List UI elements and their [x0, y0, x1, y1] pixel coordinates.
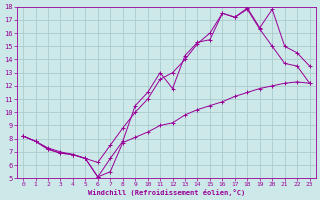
X-axis label: Windchill (Refroidissement éolien,°C): Windchill (Refroidissement éolien,°C) — [88, 189, 245, 196]
